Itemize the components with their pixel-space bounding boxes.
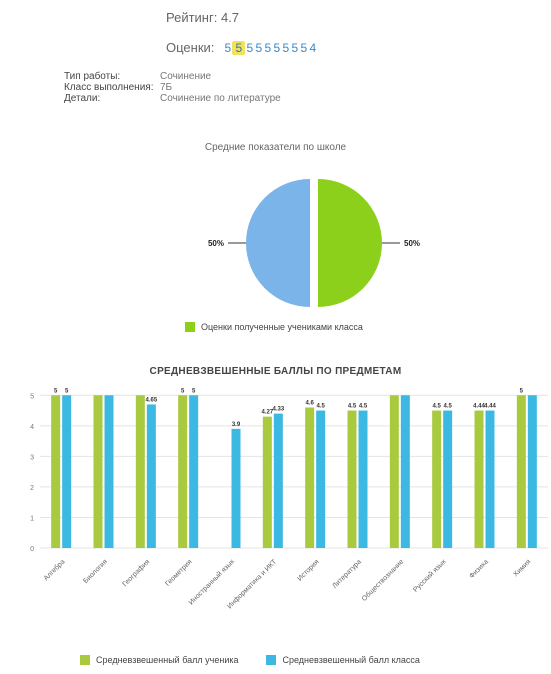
- bar-value-label: 5: [65, 388, 69, 394]
- meta-row-details: Детали: Сочинение по литературе: [64, 93, 281, 104]
- pie-slice: [246, 179, 310, 307]
- bar-value-label: 4.5: [348, 404, 357, 410]
- bar-value-label: 4.27: [261, 410, 273, 416]
- x-tick-label: Биология: [82, 558, 109, 585]
- grade-item[interactable]: 5: [224, 41, 232, 55]
- bar: [527, 395, 537, 548]
- meta-value: Сочинение: [160, 71, 212, 82]
- bar: [358, 410, 368, 548]
- bar-chart-title: СРЕДНЕВЗВЕШЕННЫЕ БАЛЛЫ ПО ПРЕДМЕТАМ: [149, 366, 402, 377]
- grade-item[interactable]: 5: [300, 41, 308, 55]
- grades-label: Оценки:: [166, 40, 215, 55]
- x-tick-label: География: [122, 558, 152, 588]
- bar: [189, 395, 199, 548]
- bar: [305, 407, 315, 548]
- bar: [104, 395, 114, 548]
- rating-label: Рейтинг:: [166, 10, 218, 25]
- grade-item[interactable]: 5: [264, 41, 272, 55]
- bar-value-label: 4.44: [473, 404, 485, 410]
- grade-item[interactable]: 5: [246, 41, 254, 55]
- x-tick-label: Физика: [468, 558, 490, 580]
- y-tick-label: 2: [30, 485, 34, 492]
- bar-value-label: 4.33: [272, 407, 284, 413]
- x-tick-label: Алгебра: [42, 558, 67, 583]
- bar-value-label: 4.44: [484, 404, 496, 410]
- bar: [516, 395, 526, 548]
- bar-legend-label-student: Средневзвешенный балл ученика: [96, 655, 239, 665]
- grade-item[interactable]: 5: [232, 41, 246, 55]
- bar: [262, 416, 272, 548]
- pie-chart-title: Средние показатели по школе: [204, 142, 347, 153]
- bar: [400, 395, 410, 548]
- bar: [316, 410, 326, 548]
- meta-row-class: Класс выполнения: 7Б: [64, 82, 281, 93]
- bar: [273, 413, 283, 548]
- bar-value-label: 4.5: [443, 404, 452, 410]
- bar-value-label: 4.6: [305, 400, 314, 406]
- bar: [231, 428, 241, 548]
- bar-value-label: 5: [181, 388, 185, 394]
- x-tick-label: Русский язык: [412, 557, 449, 594]
- bar-value-label: 5: [54, 388, 58, 394]
- y-tick-label: 1: [30, 515, 34, 522]
- rating-value: 4.7: [220, 10, 240, 25]
- meta-key: Тип работы:: [64, 71, 121, 82]
- bar-legend-swatch-student: [80, 655, 90, 665]
- pie-legend-swatch: [185, 322, 195, 332]
- bar-value-label: 4.5: [432, 404, 441, 410]
- y-tick-label: 4: [30, 424, 34, 431]
- pie-slice-label: 50%: [208, 239, 224, 248]
- grade-item[interactable]: 5: [273, 41, 281, 55]
- meta-value: 7Б: [160, 82, 173, 93]
- bar: [51, 395, 61, 548]
- grade-item[interactable]: 4: [309, 41, 317, 55]
- meta-key: Класс выполнения:: [64, 82, 154, 93]
- grade-item[interactable]: 5: [255, 41, 263, 55]
- pie-slice: [318, 179, 382, 307]
- bar-value-label: 4.5: [359, 404, 368, 410]
- bar: [146, 404, 156, 548]
- x-tick-label: Химия: [512, 558, 532, 578]
- grade-item[interactable]: 5: [291, 41, 299, 55]
- grade-item[interactable]: 5: [282, 41, 290, 55]
- bar: [485, 410, 495, 548]
- x-tick-label: История: [296, 558, 320, 582]
- bar: [389, 395, 399, 548]
- x-tick-label: Геометрия: [164, 558, 193, 587]
- y-tick-label: 0: [30, 546, 34, 553]
- bar-value-label: 5: [520, 388, 524, 394]
- work-meta: Тип работы: Сочинение Класс выполнения: …: [64, 71, 281, 104]
- bar-legend: Средневзвешенный балл ученика Средневзве…: [80, 655, 420, 665]
- bar-value-label: 4.65: [145, 397, 157, 403]
- x-tick-label: Информатика и ИКТ: [226, 558, 278, 610]
- meta-key: Детали:: [64, 93, 101, 104]
- bar-value-label: 4.5: [316, 404, 325, 410]
- bar-legend-label-class: Средневзвешенный балл класса: [282, 655, 420, 665]
- y-tick-label: 5: [30, 393, 34, 400]
- x-tick-label: Литература: [331, 558, 363, 590]
- pie-legend: Оценки полученные учениками класса: [185, 322, 363, 332]
- bar-legend-swatch-class: [266, 655, 277, 665]
- bar: [347, 410, 357, 548]
- pie-slice-label: 50%: [404, 239, 420, 248]
- y-tick-label: 3: [30, 454, 34, 461]
- bar: [443, 410, 453, 548]
- bar: [474, 410, 484, 548]
- bar: [62, 395, 72, 548]
- meta-row-type: Тип работы: Сочинение: [64, 71, 281, 82]
- bar: [178, 395, 188, 548]
- rating: Рейтинг: 4.7: [166, 10, 239, 25]
- meta-value: Сочинение по литературе: [160, 93, 281, 104]
- x-tick-label: Иностранный язык: [187, 557, 236, 606]
- bar-value-label: 3.9: [232, 422, 241, 428]
- bar-value-label: 5: [192, 388, 196, 394]
- pie-legend-label: Оценки полученные учениками класса: [201, 322, 363, 332]
- x-tick-label: Обществознание: [360, 558, 405, 603]
- bar: [135, 395, 145, 548]
- bar: [93, 395, 103, 548]
- bar: [432, 410, 442, 548]
